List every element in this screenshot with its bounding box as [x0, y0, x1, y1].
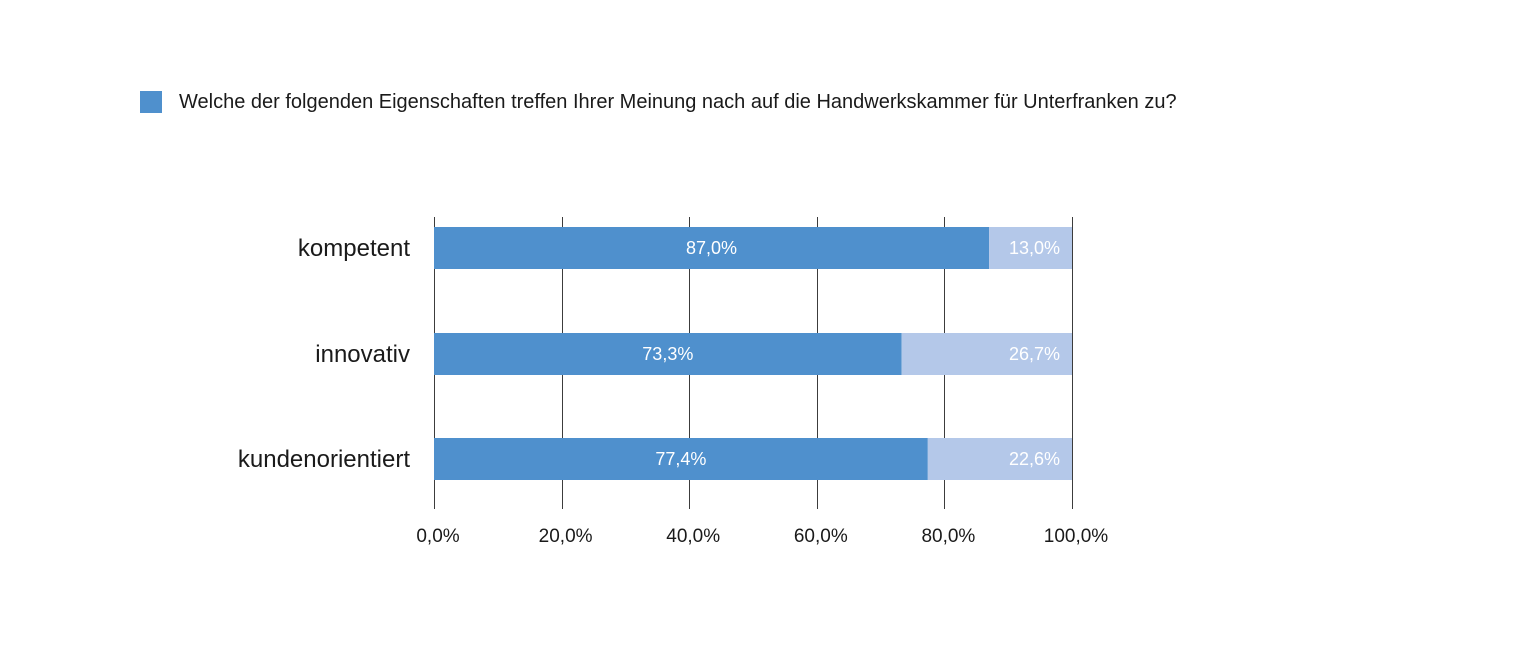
bar-label-0-0: 87,0%	[686, 238, 737, 258]
x-tick-label-1: 20,0%	[539, 526, 593, 547]
x-axis-tick-labels: 0,0% 20,0% 40,0% 60,0% 80,0% 100,0%	[416, 526, 1108, 547]
bar-1-1	[901, 333, 1072, 375]
bar-label-1-1: 26,7%	[1009, 344, 1060, 364]
bar-label-0-1: 13,0%	[1009, 238, 1060, 258]
bar-0-0	[434, 227, 990, 269]
legend-label: Welche der folgenden Eigenschaften treff…	[179, 90, 1177, 113]
category-label-1: innovativ	[315, 341, 410, 368]
x-tick-label-4: 80,0%	[921, 526, 975, 547]
x-tick-label-0: 0,0%	[416, 526, 459, 547]
bar-0-1	[989, 227, 1072, 269]
category-labels: kompetent innovativ kundenorientiert	[238, 235, 410, 473]
category-label-2: kundenorientiert	[238, 446, 410, 473]
bar-1-0	[434, 333, 902, 375]
bar-2-0	[434, 438, 928, 480]
category-label-0: kompetent	[298, 235, 410, 262]
x-tick-label-2: 40,0%	[666, 526, 720, 547]
bar-label-1-0: 73,3%	[642, 344, 693, 364]
bar-label-2-0: 77,4%	[655, 449, 706, 469]
bars: 87,0% 13,0% 73,3% 26,7% 77,4% 22,6%	[434, 227, 1072, 480]
x-tick-label-5: 100,0%	[1044, 526, 1109, 547]
legend-swatch	[140, 91, 162, 113]
bar-2-1	[927, 438, 1072, 480]
bar-label-2-1: 22,6%	[1009, 449, 1060, 469]
x-tick-label-3: 60,0%	[794, 526, 848, 547]
legend: Welche der folgenden Eigenschaften treff…	[140, 88, 1177, 116]
